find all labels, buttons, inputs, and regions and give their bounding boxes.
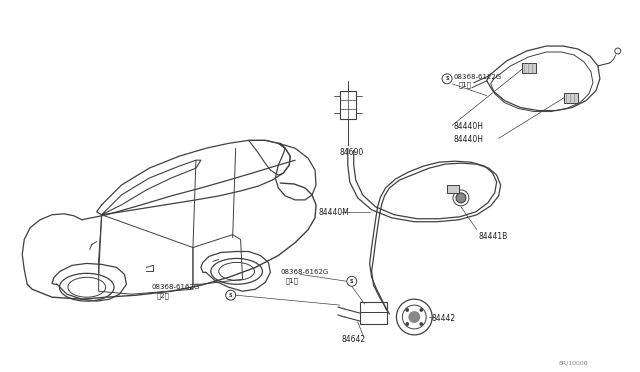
- Text: S: S: [445, 76, 449, 81]
- FancyBboxPatch shape: [564, 93, 578, 103]
- Text: 84440H: 84440H: [454, 135, 484, 144]
- FancyBboxPatch shape: [340, 91, 356, 119]
- Circle shape: [420, 323, 423, 326]
- Circle shape: [420, 308, 423, 311]
- Ellipse shape: [396, 299, 432, 335]
- Text: 08368-6162G: 08368-6162G: [151, 284, 200, 290]
- Text: 84642: 84642: [342, 335, 366, 344]
- FancyBboxPatch shape: [360, 302, 387, 324]
- Text: 8R/10000: 8R/10000: [558, 361, 588, 366]
- Text: 08368-6162G: 08368-6162G: [280, 269, 328, 275]
- Text: 84690: 84690: [340, 148, 364, 157]
- Text: （1）: （1）: [459, 82, 472, 89]
- Text: 84442: 84442: [431, 314, 455, 323]
- Circle shape: [406, 323, 409, 326]
- Ellipse shape: [60, 273, 114, 301]
- Ellipse shape: [408, 311, 420, 323]
- Text: S: S: [229, 293, 232, 298]
- Text: 84441B: 84441B: [479, 232, 508, 241]
- Text: （1）: （1）: [285, 277, 298, 284]
- Text: 84440H: 84440H: [454, 122, 484, 131]
- Text: 84440M: 84440M: [318, 208, 349, 217]
- Circle shape: [406, 308, 409, 311]
- FancyBboxPatch shape: [447, 185, 459, 193]
- Ellipse shape: [211, 259, 262, 284]
- Circle shape: [442, 74, 452, 84]
- Circle shape: [226, 290, 236, 300]
- Circle shape: [456, 193, 466, 203]
- Text: （2）: （2）: [156, 292, 169, 299]
- Text: 08368-6122G: 08368-6122G: [454, 74, 502, 80]
- FancyBboxPatch shape: [522, 63, 536, 73]
- Circle shape: [347, 276, 356, 286]
- Text: S: S: [350, 279, 353, 284]
